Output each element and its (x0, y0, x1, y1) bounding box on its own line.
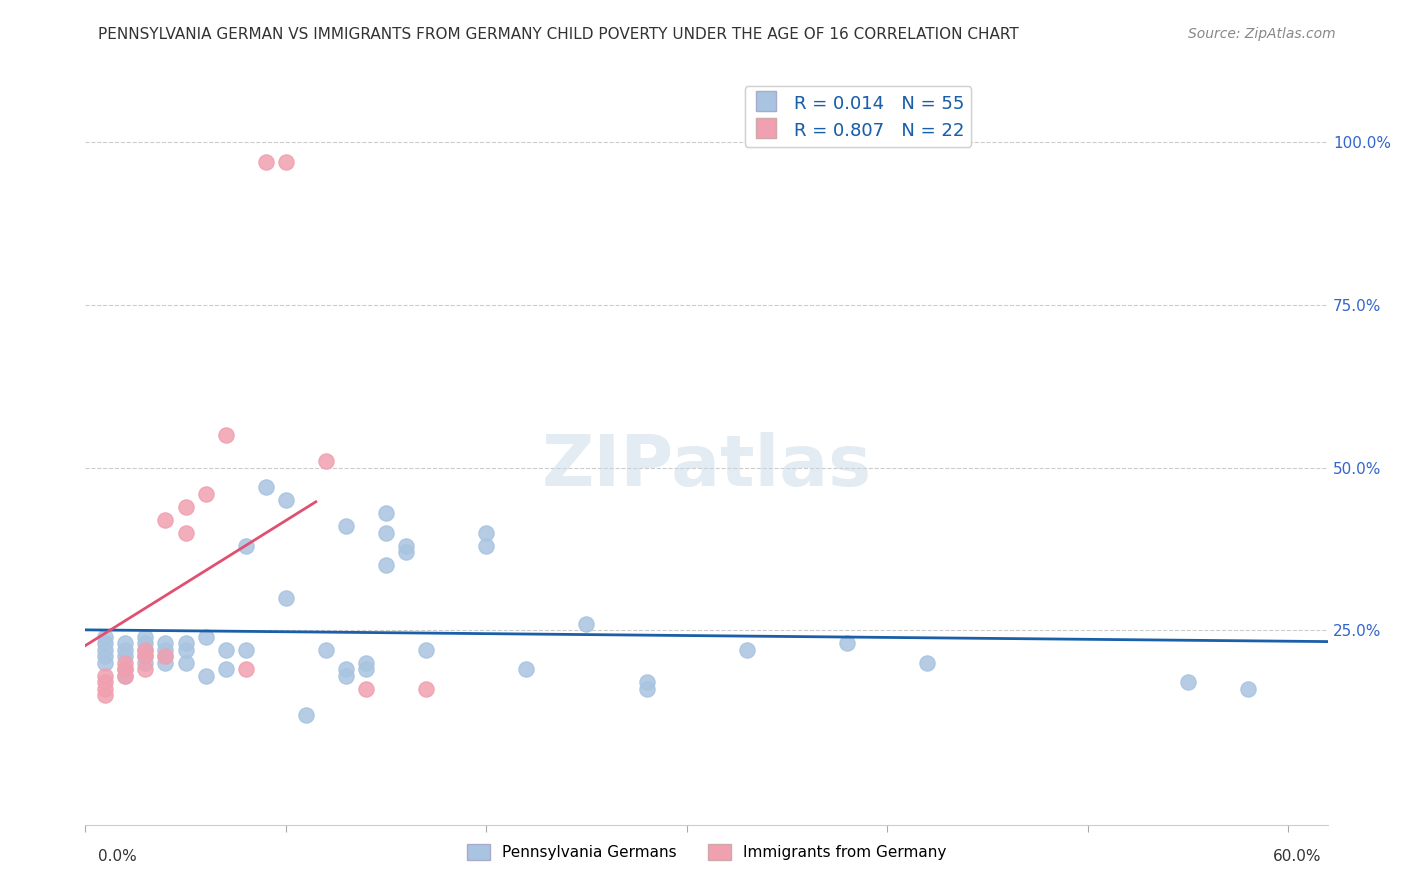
Point (134, 656, 156, 670)
Point (174, 656, 197, 670)
Point (395, 539, 418, 553)
Point (475, 525, 498, 540)
Point (274, 493, 297, 508)
Point (94, 675, 117, 690)
Point (155, 513, 177, 527)
Point (94, 681, 117, 696)
Point (835, 636, 858, 650)
Point (174, 636, 197, 650)
Point (294, 707, 316, 722)
Point (114, 669, 136, 683)
Point (94, 689, 117, 703)
Point (214, 643, 236, 657)
Text: 0.0%: 0.0% (98, 849, 138, 863)
Point (114, 636, 136, 650)
Point (155, 649, 177, 664)
Point (235, 539, 257, 553)
Point (134, 643, 156, 657)
Point (335, 669, 357, 683)
Point (395, 545, 418, 559)
Point (134, 636, 156, 650)
Point (315, 454, 337, 468)
Point (194, 630, 217, 644)
Point (335, 662, 357, 676)
Point (174, 525, 197, 540)
Point (94, 669, 117, 683)
Point (735, 643, 758, 657)
Point (354, 681, 377, 696)
Point (134, 649, 156, 664)
Point (214, 428, 236, 442)
Point (375, 558, 398, 573)
Point (134, 662, 156, 676)
Point (194, 487, 217, 501)
Point (94, 656, 117, 670)
Point (354, 662, 377, 676)
Point (94, 636, 117, 650)
Point (174, 500, 197, 514)
Point (274, 155, 297, 169)
Text: 60.0%: 60.0% (1274, 849, 1322, 863)
Point (134, 649, 156, 664)
Point (575, 616, 598, 631)
Point (155, 649, 177, 664)
Point (475, 539, 498, 553)
Point (915, 656, 938, 670)
Point (235, 643, 257, 657)
Point (94, 643, 117, 657)
Text: Source: ZipAtlas.com: Source: ZipAtlas.com (1188, 27, 1336, 41)
Point (114, 656, 136, 670)
Point (415, 681, 437, 696)
Point (94, 630, 117, 644)
Point (375, 506, 398, 520)
Point (335, 519, 357, 533)
Point (174, 643, 197, 657)
Point (1177, 675, 1199, 690)
Point (194, 669, 217, 683)
Point (274, 591, 297, 605)
Point (134, 630, 156, 644)
Text: ZIPatlas: ZIPatlas (541, 432, 872, 501)
Point (155, 636, 177, 650)
Legend: R = 0.014   N = 55, R = 0.807   N = 22: R = 0.014 N = 55, R = 0.807 N = 22 (745, 87, 972, 147)
Point (94, 649, 117, 664)
Point (114, 649, 136, 664)
Point (155, 656, 177, 670)
Point (315, 643, 337, 657)
Point (415, 643, 437, 657)
Point (155, 643, 177, 657)
Point (636, 675, 658, 690)
Point (636, 681, 658, 696)
Point (354, 656, 377, 670)
Point (235, 662, 257, 676)
Point (114, 669, 136, 683)
Point (515, 662, 537, 676)
Text: PENNSYLVANIA GERMAN VS IMMIGRANTS FROM GERMANY CHILD POVERTY UNDER THE AGE OF 16: PENNSYLVANIA GERMAN VS IMMIGRANTS FROM G… (98, 27, 1019, 42)
Point (114, 643, 136, 657)
Point (114, 662, 136, 676)
Point (214, 662, 236, 676)
Point (254, 155, 277, 169)
Point (375, 525, 398, 540)
Point (134, 643, 156, 657)
Point (254, 480, 277, 494)
Point (114, 662, 136, 676)
Point (1237, 681, 1260, 696)
